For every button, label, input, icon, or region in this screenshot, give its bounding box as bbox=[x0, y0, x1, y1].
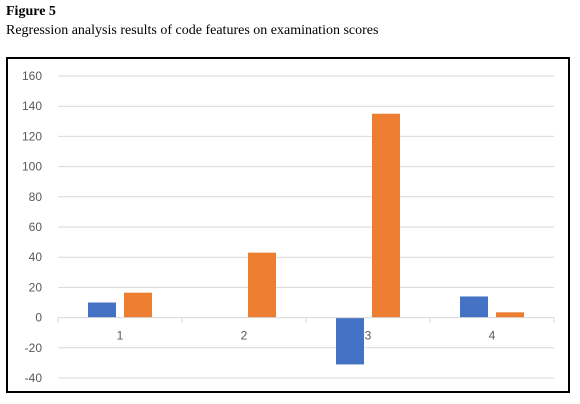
y-tick-label: 140 bbox=[22, 99, 42, 113]
y-tick-label: 0 bbox=[35, 311, 42, 325]
y-tick-label: 40 bbox=[29, 250, 43, 264]
y-tick-label: 60 bbox=[29, 220, 43, 234]
y-tick-label: 160 bbox=[22, 69, 42, 83]
bar bbox=[460, 296, 488, 317]
x-tick-label: 3 bbox=[365, 329, 372, 343]
gridlines bbox=[58, 76, 554, 378]
chart-frame: 160 140 120 100 80 60 40 20 0 -20 -40 1 2 3 4 bbox=[6, 57, 570, 393]
y-tick-label: 80 bbox=[29, 190, 43, 204]
figure-label: Figure 5 bbox=[6, 4, 56, 20]
x-tick-label: 2 bbox=[241, 329, 248, 343]
y-tick-label: 20 bbox=[29, 280, 43, 294]
bar bbox=[496, 312, 524, 317]
y-tick-label: -20 bbox=[25, 341, 43, 355]
x-tick-label: 4 bbox=[489, 329, 496, 343]
bar-chart: 160 140 120 100 80 60 40 20 0 -20 -40 1 2 3 4 bbox=[8, 59, 568, 391]
y-tick-label: -40 bbox=[25, 371, 43, 385]
axis bbox=[58, 318, 554, 323]
figure-caption: Regression analysis results of code feat… bbox=[6, 23, 378, 39]
bar bbox=[336, 318, 364, 365]
bar bbox=[248, 253, 276, 318]
y-tick-label: 120 bbox=[22, 129, 42, 143]
bar bbox=[88, 303, 116, 318]
bars bbox=[88, 114, 524, 365]
bar bbox=[124, 293, 152, 318]
bar bbox=[372, 114, 400, 318]
y-tick-label: 100 bbox=[22, 160, 42, 174]
x-tick-label: 1 bbox=[117, 329, 124, 343]
